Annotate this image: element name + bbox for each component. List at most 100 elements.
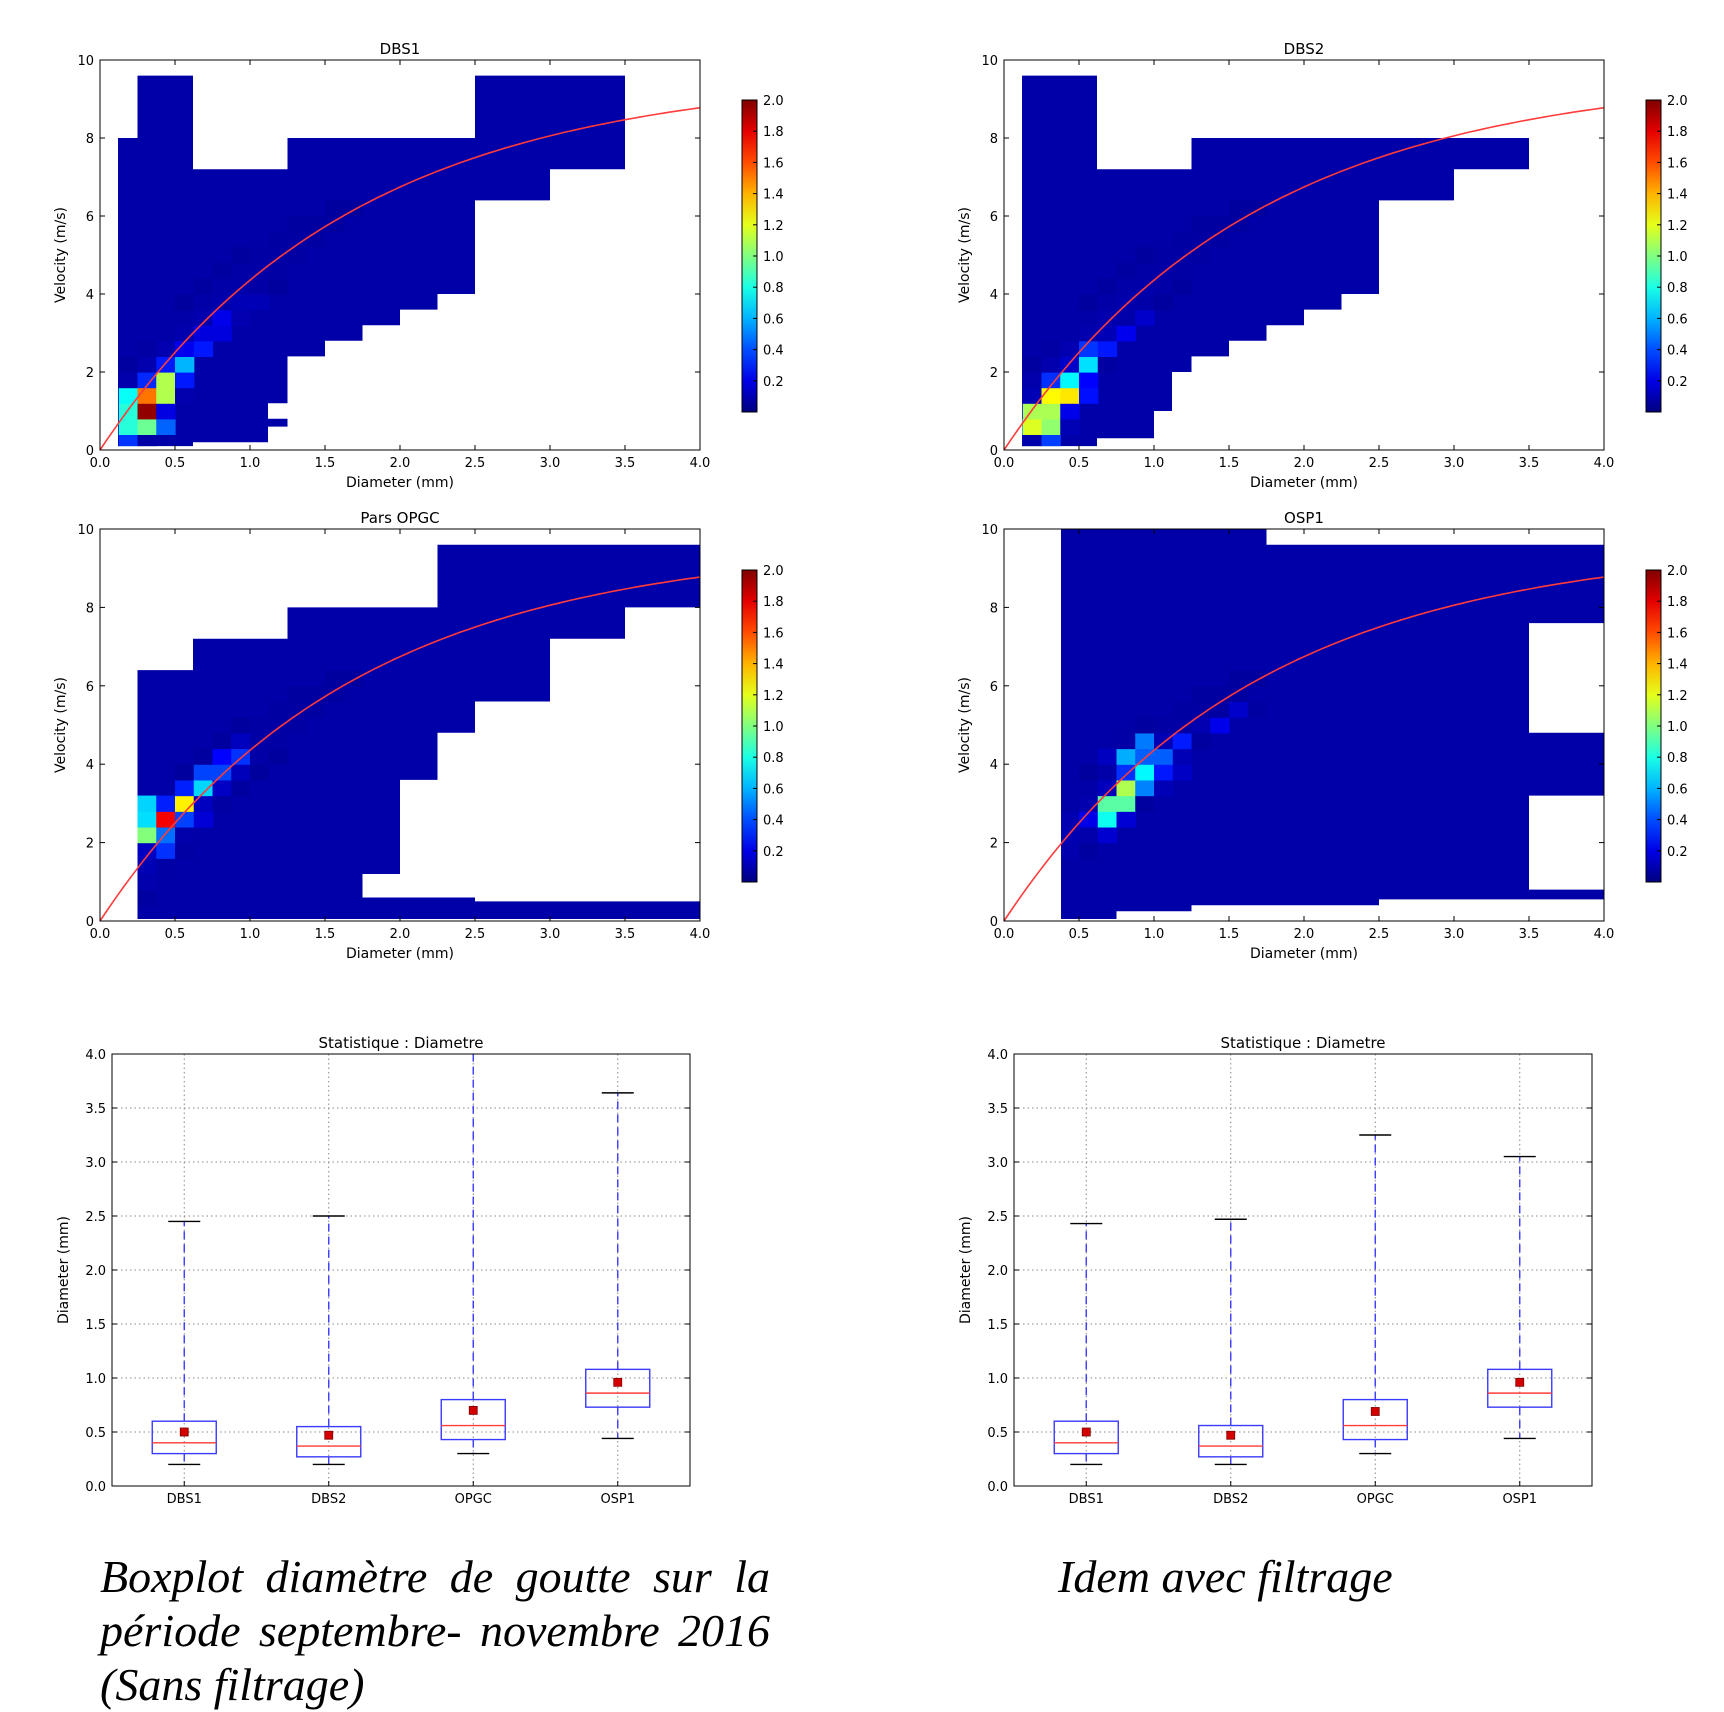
y-axis-label: Velocity (m/s) (957, 677, 973, 773)
heatmap-cell (306, 216, 326, 233)
fit-curve (99, 107, 701, 451)
y-tick-label: 4.0 (85, 1048, 106, 1063)
heatmap-cell (156, 372, 176, 389)
heatmap-cell (1097, 795, 1118, 812)
heatmap-cell (1172, 278, 1193, 295)
heatmap-cell (1135, 764, 1155, 781)
heatmap-cell (1191, 685, 1211, 703)
heatmap-cell (1116, 811, 1136, 828)
y-tick-label: 4 (990, 758, 998, 773)
heatmap-cell (193, 340, 214, 357)
y-tick-label: 4 (86, 758, 94, 773)
colorbar-tick-label: 1.6 (763, 626, 784, 641)
heatmap-cell (175, 387, 195, 404)
figure: 0.0 0.5 1.0 1.5 2.0 2.5 3.0 3.5 4.0 0 2 4 6 8 10 DBS1 Di… (53, 40, 1688, 1507)
heatmap-cell (287, 717, 307, 734)
heatmap-cell (1116, 795, 1136, 812)
heatmap-cell (1154, 294, 1174, 311)
heatmap-cell (175, 294, 195, 311)
heatmap-cell (231, 247, 251, 264)
heatmap-cell (118, 356, 139, 373)
heatmap-cell (1172, 247, 1193, 264)
fit-curve (1003, 107, 1605, 451)
chart-title: Pars OPGC (360, 509, 439, 527)
heatmap-cell (193, 811, 214, 828)
heatmap-cell (156, 340, 176, 357)
heatmap-cell (175, 340, 195, 357)
heatmap-cell (1191, 247, 1211, 264)
heatmap-cell (231, 732, 251, 750)
heatmap-cell (1004, 858, 1023, 874)
colorbar-tick-label: 0.8 (1667, 281, 1688, 296)
mean-marker (1226, 1430, 1236, 1440)
x-axis-label: Diameter (mm) (346, 475, 454, 491)
heatmap-cell (1041, 434, 1061, 447)
y-tick-label: 0.5 (85, 1426, 106, 1441)
heatmap-cell (118, 372, 139, 389)
heatmap-cell (1097, 294, 1118, 311)
heatmap-cell (1023, 874, 1042, 890)
heatmap-cell (231, 262, 251, 279)
heatmap-cell (1097, 325, 1118, 342)
heatmap-cell (1116, 779, 1136, 797)
heatmap-cell (1060, 325, 1080, 342)
heatmap-cell (1022, 387, 1043, 404)
heatmap-cell (1042, 858, 1061, 874)
heatmap-cell (250, 717, 270, 734)
y-tick-label: 1.5 (85, 1318, 106, 1333)
heatmap-cell (175, 826, 195, 844)
x-tick-label: 0.5 (1069, 456, 1090, 471)
x-tick-label: OSP1 (1502, 1492, 1537, 1507)
y-tick-label: 2 (86, 837, 94, 852)
heatmap-cell (212, 278, 232, 295)
heatmap-cell (1041, 356, 1061, 373)
heatmap-cell (1135, 294, 1155, 311)
heatmap-cell (287, 231, 307, 248)
heatmap-cell (1210, 701, 1230, 718)
heatmap-cell (1097, 826, 1118, 844)
heatmap-cell (1079, 340, 1099, 357)
x-tick-label: 1.0 (1144, 927, 1165, 942)
x-tick-label: 0.0 (90, 927, 111, 942)
heatmap-cell (118, 387, 120, 404)
heatmap-cell (1135, 309, 1155, 326)
x-tick-label: 1.5 (1219, 927, 1240, 942)
x-tick-label: 1.0 (1144, 456, 1165, 471)
heatmap-cell (1229, 200, 1249, 217)
heatmap-cell (1154, 278, 1174, 295)
heatmap-cell (156, 325, 176, 342)
x-axis-label: Diameter (mm) (1250, 475, 1358, 491)
x-axis-label: Diameter (mm) (346, 946, 454, 962)
heatmap-cell (1229, 216, 1249, 233)
heatmap-cell (1229, 670, 1249, 687)
colorbar-tick-label: 0.6 (1667, 782, 1688, 797)
y-tick-label: 3.5 (987, 1102, 1008, 1117)
heatmap-cell (1172, 748, 1193, 765)
heatmap-cell (100, 874, 119, 890)
heatmap-cell (1135, 732, 1155, 750)
chart-title: Statistique : Diametre (318, 1034, 483, 1052)
heatmap-region (137, 544, 700, 919)
colorbar-tick-label: 0.8 (1667, 751, 1688, 766)
y-tick-label: 6 (86, 210, 94, 225)
heatmap-cell (1060, 418, 1080, 435)
heatmap-cell (287, 701, 307, 718)
heatmap-cell (1079, 325, 1099, 342)
mean-marker (1370, 1407, 1380, 1416)
heatmap-cell (1116, 262, 1136, 279)
heatmap-cell (1229, 701, 1249, 718)
y-tick-label: 4 (990, 288, 998, 303)
heatmap-cell (1154, 262, 1174, 279)
y-tick-label: 6 (86, 680, 94, 695)
heatmap-cell (1061, 842, 1080, 859)
heatmap-cell (1022, 434, 1043, 447)
heatmap-cell (1079, 811, 1099, 828)
colorbar-tick-label: 1.0 (763, 720, 784, 735)
heatmap-cell (118, 434, 120, 447)
boxplot-panel: DBS1 DBS2 OPGC OSP1 0.0 0.5 1.0 1.5 2.0 2.5 3.0 3.5… (56, 1034, 691, 1507)
heatmap-cell (325, 216, 345, 233)
x-tick-label: 1.0 (240, 927, 261, 942)
heatmap-cell (250, 247, 270, 264)
heatmap-cell (137, 356, 157, 373)
x-tick-label: 1.5 (315, 456, 336, 471)
